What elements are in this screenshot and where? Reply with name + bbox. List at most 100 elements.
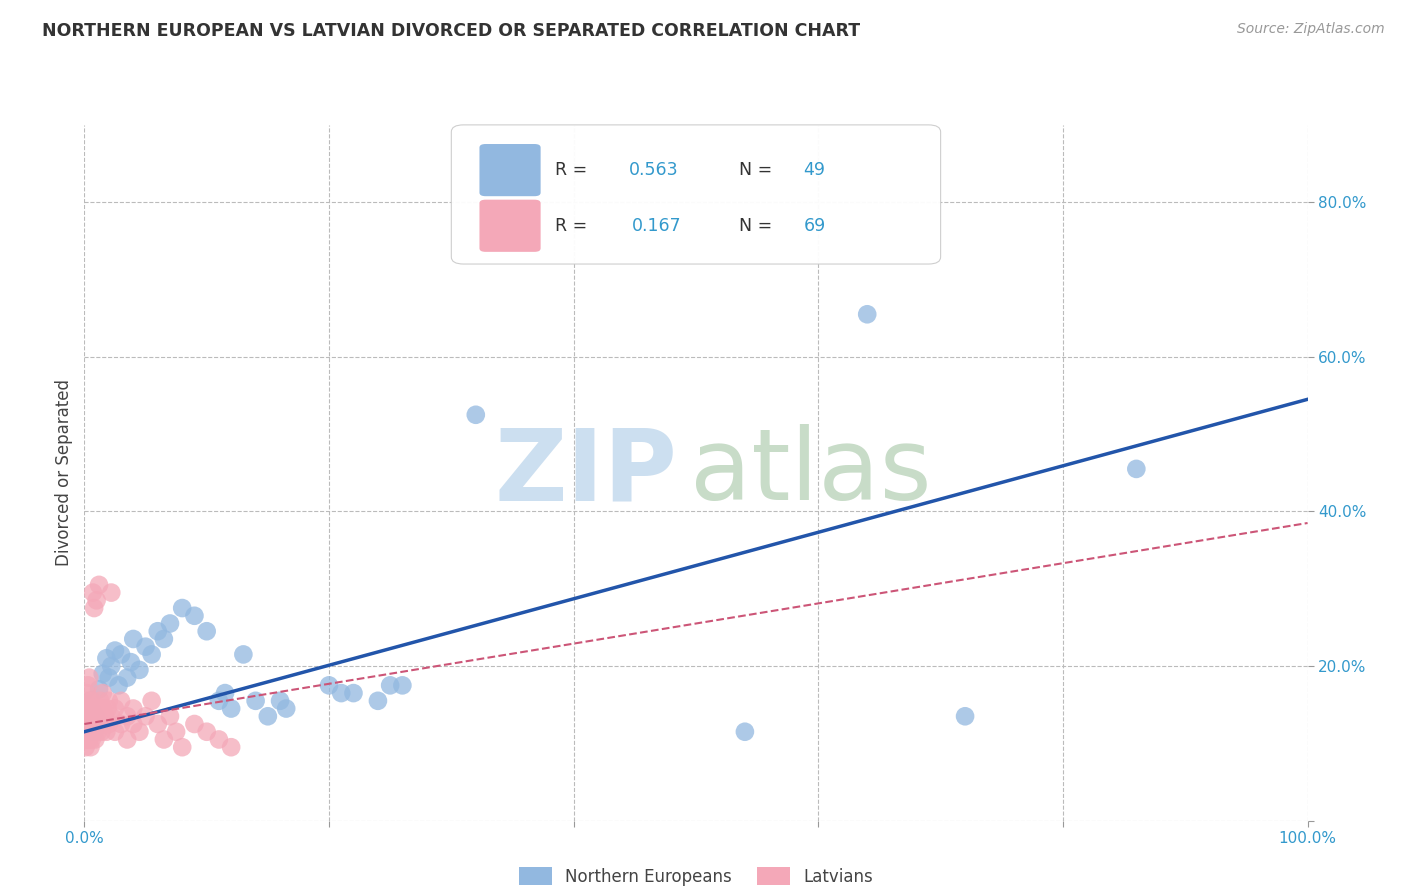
Point (104, 701, 127, 715)
Point (75, 740, 97, 755)
Point (214, 686, 236, 700)
Point (79, 724, 101, 739)
Point (734, 724, 756, 739)
Point (115, 671, 138, 685)
Point (330, 686, 353, 700)
Point (77, 678, 100, 692)
Point (77, 701, 100, 715)
Point (94, 709, 117, 723)
Point (93, 717, 115, 731)
Point (276, 701, 298, 715)
FancyBboxPatch shape (479, 200, 541, 252)
Point (90, 724, 112, 739)
Point (89, 694, 111, 708)
Point (91, 666, 114, 681)
Point (159, 709, 181, 723)
Point (165, 724, 187, 739)
Point (79, 740, 101, 755)
Point (153, 732, 176, 747)
Point (115, 709, 138, 723)
Point (245, 694, 267, 708)
Point (80, 732, 103, 747)
Point (257, 709, 280, 723)
Point (318, 678, 340, 692)
Point (953, 709, 976, 723)
Point (183, 608, 205, 623)
Point (83, 709, 105, 723)
Point (120, 655, 142, 669)
Text: Source: ZipAtlas.com: Source: ZipAtlas.com (1237, 22, 1385, 37)
Point (87, 701, 110, 715)
Point (79, 701, 101, 715)
Point (172, 601, 194, 615)
Point (86, 713, 108, 727)
Point (79, 694, 101, 708)
Text: N =: N = (738, 217, 778, 235)
Point (82, 717, 104, 731)
Point (208, 732, 231, 747)
Legend: Northern Europeans, Latvians: Northern Europeans, Latvians (512, 861, 880, 892)
Point (342, 686, 364, 700)
Point (128, 724, 150, 739)
Point (75, 713, 97, 727)
Point (76, 732, 98, 747)
Point (84, 709, 107, 723)
Point (100, 585, 122, 599)
Point (75, 709, 97, 723)
Point (77, 694, 100, 708)
Point (183, 717, 205, 731)
Text: N =: N = (738, 161, 778, 179)
Point (84, 717, 107, 731)
Point (464, 408, 486, 422)
Point (82, 585, 104, 599)
Text: 0.167: 0.167 (633, 217, 682, 235)
Point (84, 732, 107, 747)
Point (208, 694, 231, 708)
Point (91, 686, 114, 700)
Point (367, 694, 389, 708)
Y-axis label: Divorced or Separated: Divorced or Separated (55, 379, 73, 566)
Point (89, 709, 111, 723)
Text: R =: R = (555, 161, 593, 179)
Point (219, 740, 242, 755)
Text: R =: R = (555, 217, 593, 235)
Point (100, 659, 122, 673)
Point (83, 724, 105, 739)
Point (146, 624, 169, 639)
Point (97, 717, 120, 731)
Point (232, 648, 254, 662)
Point (96, 651, 118, 665)
Point (159, 616, 181, 631)
Point (122, 717, 145, 731)
Point (172, 740, 194, 755)
Point (83, 601, 105, 615)
Point (76, 706, 98, 720)
Point (391, 678, 413, 692)
Point (110, 717, 132, 731)
Point (86, 709, 108, 723)
Point (76, 724, 98, 739)
Point (97, 701, 120, 715)
Point (135, 709, 157, 723)
Point (76, 686, 98, 700)
Point (219, 701, 242, 715)
Text: ZIP: ZIP (495, 425, 678, 521)
Point (115, 732, 138, 747)
FancyBboxPatch shape (479, 144, 541, 196)
Point (122, 632, 145, 646)
Point (77, 709, 100, 723)
FancyBboxPatch shape (451, 125, 941, 264)
Point (104, 724, 127, 739)
Point (77, 721, 100, 735)
Point (77, 671, 100, 685)
Point (195, 724, 218, 739)
Point (87, 682, 110, 697)
Point (269, 694, 291, 708)
Point (91, 701, 114, 715)
Point (79, 717, 101, 731)
Point (83, 724, 105, 739)
Point (77, 724, 100, 739)
Point (87, 578, 110, 592)
Point (82, 701, 104, 715)
Point (87, 724, 110, 739)
